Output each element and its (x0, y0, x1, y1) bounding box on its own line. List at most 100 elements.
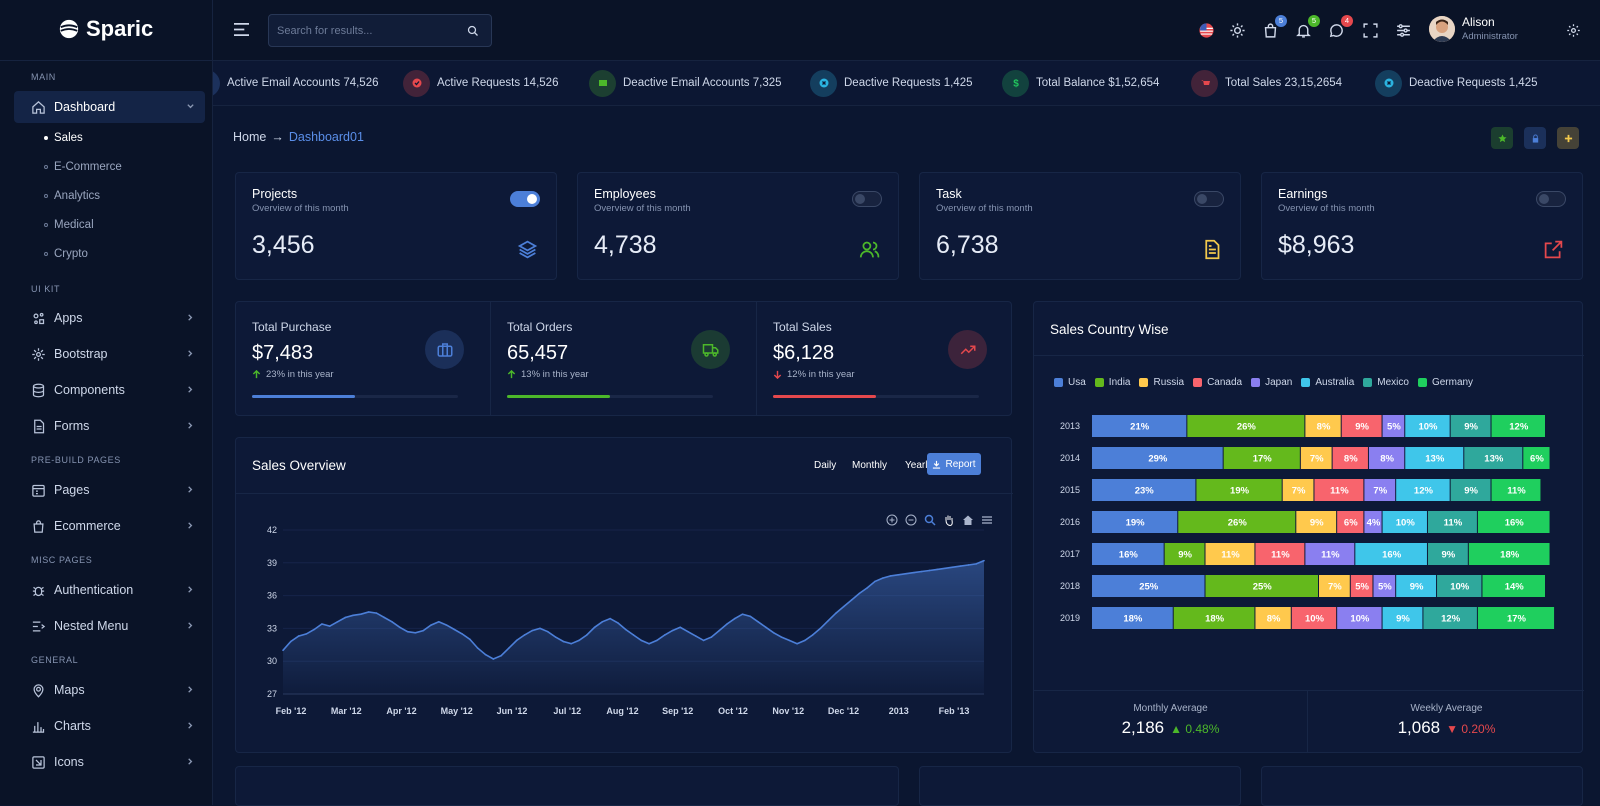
country-bar-chart[interactable]: 2013 21% 26% 8% 9% 5% 10% 9% 12% 2014 29% 17% 7% 8% 8%… (1034, 302, 1584, 632)
data-label: 5% (1355, 582, 1369, 593)
data-point (749, 615, 752, 618)
notifications-button[interactable]: 5 (1295, 15, 1320, 39)
data-point (889, 575, 892, 577)
ticker-item: $ Total Balance $1,52,654 (1002, 69, 1159, 97)
sidebar-item-ecommerce[interactable]: Ecommerce (14, 510, 205, 542)
ticker-text: Deactive Requests 1,425 (1409, 77, 1538, 89)
avg-change: ▼ 0.20% (1446, 722, 1496, 736)
legend-item[interactable]: Japan (1251, 377, 1292, 388)
sidebar-item-nested-menu[interactable]: Nested Menu (14, 610, 205, 642)
zoom-in-icon[interactable] (886, 514, 898, 526)
us-flag-icon[interactable] (1198, 22, 1215, 39)
sidebar-item-components[interactable]: Components (14, 374, 205, 406)
kpi-toggle[interactable] (852, 191, 882, 207)
data-point (352, 614, 354, 617)
bar-segment (1405, 415, 1450, 437)
briefcase-icon (425, 330, 464, 369)
sales-area-chart[interactable]: 27 30 33 36 39 42 Feb '12 Mar '12 Apr '12 May '12… (236, 438, 1013, 754)
settings-gear-icon[interactable] (1566, 23, 1581, 38)
data-point (508, 647, 510, 649)
pan-hand-icon[interactable] (943, 514, 955, 526)
sidebar-item-dashboard[interactable]: Dashboard (14, 91, 205, 123)
add-button[interactable] (1557, 127, 1579, 149)
plus-icon (1564, 134, 1572, 142)
messages-button[interactable]: 4 (1328, 15, 1353, 39)
sidebar-item-apps[interactable]: Apps (14, 302, 205, 334)
ticker-text: Deactive Email Accounts 7,325 (623, 77, 782, 89)
x-tick-label: Jun '12 (497, 706, 528, 716)
data-label: 13% (1484, 454, 1504, 465)
sidebar-item-label: Bootstrap (54, 347, 108, 361)
sidebar-item-bootstrap[interactable]: Bootstrap (14, 338, 205, 370)
menu-icon[interactable] (981, 514, 993, 526)
data-label: 16% (1505, 518, 1525, 529)
sidebar-item-charts[interactable]: Charts (14, 710, 205, 742)
legend-item[interactable]: India (1094, 377, 1130, 388)
search-icon[interactable] (467, 25, 479, 37)
hamburger-menu-icon[interactable] (233, 22, 250, 37)
legend-item[interactable]: Usa (1054, 377, 1086, 388)
sidebar-item-label: Forms (54, 419, 90, 433)
sidebar-subitem-analytics[interactable]: Analytics (44, 190, 100, 202)
zoom-out-icon[interactable] (905, 514, 917, 526)
search-input[interactable] (277, 15, 457, 46)
breadcrumb: Home → Dashboard01 (233, 130, 364, 144)
data-point (547, 630, 549, 633)
kpi-toggle[interactable] (510, 191, 540, 207)
sidebar-item-icons[interactable]: Icons (14, 746, 205, 778)
sidebar-item-forms[interactable]: Forms (14, 410, 205, 442)
avatar[interactable] (1429, 16, 1455, 42)
home-icon (32, 100, 45, 114)
lock-button[interactable] (1524, 127, 1546, 149)
data-point (469, 638, 471, 641)
x-tick-label: Feb '13 (939, 706, 970, 716)
data-point (952, 566, 954, 568)
sliders-icon[interactable] (1395, 22, 1412, 39)
kpi-toggle[interactable] (1536, 191, 1566, 207)
sidebar-subitem-ecommerce[interactable]: E-Commerce (44, 161, 122, 173)
data-point (936, 568, 939, 571)
stat-change: 12% in this year (773, 369, 855, 380)
legend-item[interactable]: Australia (1301, 377, 1354, 388)
period-daily-button[interactable]: Daily (814, 460, 837, 471)
legend-swatch (1301, 378, 1311, 387)
truck-icon (691, 330, 730, 369)
favorite-button[interactable] (1491, 127, 1513, 149)
avg-change-text: 0.48% (1185, 722, 1220, 736)
legend-item[interactable]: Canada (1193, 377, 1242, 388)
ticker-item: Active Email Accounts 74,526 (213, 69, 379, 97)
sidebar-item-authentication[interactable]: Authentication (14, 574, 205, 606)
bar-segment (1305, 415, 1341, 437)
sidebar-subitem-crypto[interactable]: Crypto (44, 248, 88, 260)
logo[interactable]: Sparic (58, 16, 153, 42)
legend-swatch (1363, 378, 1373, 387)
chart-legend: Usa India Russia Canada Japan Australia Mexico… (1054, 377, 1473, 388)
data-point (609, 617, 611, 620)
legend-item[interactable]: Mexico (1363, 377, 1409, 388)
sun-icon[interactable] (1229, 22, 1246, 39)
bar-segment (1223, 447, 1300, 469)
period-yearly-button[interactable]: Yearly (905, 460, 933, 471)
sidebar-subitem-medical[interactable]: Medical (44, 219, 94, 231)
report-button[interactable]: Report (927, 453, 981, 475)
kpi-toggle[interactable] (1194, 191, 1224, 207)
sidebar-subitem-sales[interactable]: Sales (44, 132, 83, 144)
zoom-select-icon[interactable] (924, 514, 936, 526)
cart-button[interactable]: 5 (1262, 15, 1287, 39)
x-circle-icon (810, 69, 837, 97)
legend-item[interactable]: Germany (1417, 377, 1473, 388)
legend-label: Canada (1207, 377, 1243, 388)
sidebar-item-maps[interactable]: Maps (14, 674, 205, 706)
legend-item[interactable]: Russia (1139, 377, 1184, 388)
ticker-item: Total Sales 23,15,2654 (1191, 69, 1342, 97)
sidebar-subitem-label: Crypto (54, 248, 88, 260)
breadcrumb-home[interactable]: Home (233, 130, 267, 144)
external-link-icon (1544, 240, 1563, 259)
user-name[interactable]: Alison (1462, 15, 1495, 29)
fullscreen-icon[interactable] (1362, 22, 1379, 39)
reset-home-icon[interactable] (962, 514, 974, 526)
section-label-general: GENERAL (31, 655, 79, 665)
data-label: 19% (1230, 486, 1250, 497)
period-monthly-button[interactable]: Monthly (852, 460, 888, 471)
sidebar-item-pages[interactable]: Pages (14, 474, 205, 506)
